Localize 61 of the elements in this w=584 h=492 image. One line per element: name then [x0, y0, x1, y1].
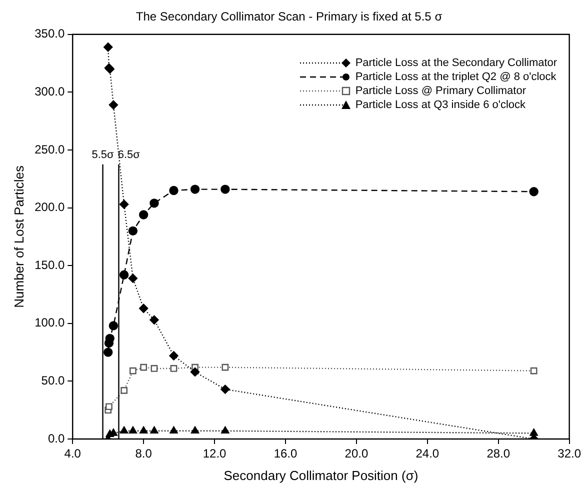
point — [140, 364, 148, 371]
point — [220, 184, 230, 194]
point — [150, 315, 159, 325]
y-tick-label: 250.0 — [34, 142, 65, 156]
point — [105, 334, 114, 344]
point — [190, 367, 200, 377]
point — [221, 426, 230, 434]
legend-label: Particle Loss @ Primary Collimator — [355, 84, 526, 98]
x-tick-label: 4.0 — [64, 446, 82, 461]
y-tick-label: 50.0 — [41, 374, 65, 388]
point — [104, 348, 113, 357]
point — [170, 426, 178, 434]
x-tick-label: 32.0 — [558, 446, 582, 461]
point — [150, 198, 159, 208]
x-tick-label: 12.0 — [202, 446, 227, 461]
point — [104, 42, 113, 52]
point — [190, 184, 200, 194]
y-tick-label: 100.0 — [34, 316, 65, 330]
ref-line-label: 5.5σ — [92, 148, 114, 161]
point — [222, 364, 229, 371]
point — [130, 367, 136, 374]
ref-line-label: 6.5σ — [118, 148, 140, 161]
point — [138, 304, 148, 313]
x-tick-label: 24.0 — [416, 446, 440, 461]
point — [530, 367, 538, 374]
point — [119, 200, 129, 209]
legend-label: Particle Loss at the triplet Q2 @ 8 o'clock — [355, 70, 556, 84]
point — [128, 426, 138, 434]
x-axis-title: Secondary Collimator Position (σ) — [224, 468, 418, 483]
y-tick-label: 350.0 — [34, 26, 65, 41]
legend-label: Particle Loss at Q3 inside 6 o'clock — [355, 98, 526, 112]
point — [128, 226, 138, 236]
point — [150, 426, 158, 434]
point — [138, 210, 148, 220]
point — [128, 274, 138, 283]
legend-label: Particle Loss at the Secondary Collimator — [355, 56, 558, 70]
x-tick-label: 20.0 — [344, 446, 368, 461]
y-tick-label: 150.0 — [34, 258, 65, 272]
point — [169, 351, 178, 360]
y-tick-label: 300.0 — [34, 84, 65, 99]
point — [190, 426, 200, 434]
point — [169, 186, 178, 196]
point — [529, 187, 538, 196]
y-tick-label: 200.0 — [34, 200, 65, 214]
point — [120, 426, 128, 434]
point — [106, 403, 112, 410]
point — [150, 365, 158, 372]
x-tick-label: 28.0 — [486, 446, 510, 461]
point — [108, 100, 118, 110]
y-tick-label: 0.0 — [48, 431, 65, 446]
y-axis-title: Number of Lost Particles — [11, 165, 26, 308]
point — [108, 321, 118, 330]
point — [170, 365, 178, 372]
point — [530, 428, 538, 436]
chart-title: The Secondary Collimator Scan - Primary is fixed at 5.5 σ — [136, 10, 443, 24]
point — [140, 426, 148, 434]
point — [220, 384, 230, 394]
x-tick-label: 8.0 — [135, 446, 152, 461]
point — [119, 270, 129, 280]
point — [120, 387, 128, 394]
x-tick-label: 16.0 — [274, 446, 298, 461]
